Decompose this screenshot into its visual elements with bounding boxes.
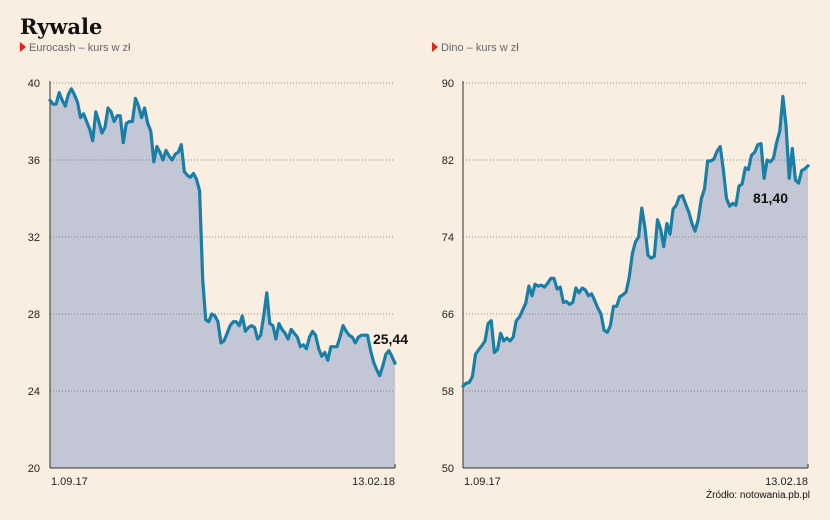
eurocash-y-tick-label: 40 bbox=[28, 78, 40, 90]
eurocash-y-tick-label: 36 bbox=[28, 155, 40, 167]
dino-x-tick-label-end: 13.02.18 bbox=[765, 476, 808, 488]
eurocash-x-tick-label-end: 13.02.18 bbox=[352, 476, 395, 488]
dino-y-tick-label: 74 bbox=[442, 232, 454, 244]
chart2-subtitle-text: Dino – kurs w zł bbox=[441, 42, 519, 54]
page-title: Rywale bbox=[20, 14, 103, 39]
triangle-marker-icon bbox=[432, 42, 438, 52]
chart1-subtitle-text: Eurocash – kurs w zł bbox=[29, 42, 131, 54]
eurocash-y-tick-label: 28 bbox=[28, 309, 40, 321]
eurocash-y-tick-label: 32 bbox=[28, 232, 40, 244]
eurocash-y-tick-label: 24 bbox=[28, 386, 40, 398]
chart1-subtitle: Eurocash – kurs w zł bbox=[20, 42, 130, 54]
chart2-subtitle: Dino – kurs w zł bbox=[432, 42, 519, 54]
dino-y-tick-label: 50 bbox=[442, 463, 454, 475]
dino-y-tick-label: 58 bbox=[442, 386, 454, 398]
eurocash-x-tick-label-start: 1.09.17 bbox=[51, 476, 88, 488]
chart-eurocash: 20 24 28 32 36 40 1.09.17 13.02.18 25,44 bbox=[28, 78, 408, 488]
dino-series-line bbox=[461, 94, 810, 388]
source-note: Źródło: notowania.pb.pl bbox=[706, 490, 810, 501]
dino-y-tick-label: 90 bbox=[442, 78, 454, 90]
eurocash-y-tick-label: 20 bbox=[28, 463, 40, 475]
chart-dino: 50 58 66 74 82 90 1.09.17 13.02.18 81,40 bbox=[442, 78, 810, 488]
dino-x-tick-label-start: 1.09.17 bbox=[464, 476, 501, 488]
eurocash-last-value-label: 25,44 bbox=[373, 331, 408, 347]
dino-y-tick-label: 82 bbox=[442, 155, 454, 167]
triangle-marker-icon bbox=[20, 42, 26, 52]
eurocash-area bbox=[50, 88, 395, 469]
dino-last-value-label: 81,40 bbox=[753, 190, 788, 206]
eurocash-series-line bbox=[48, 87, 397, 378]
dino-area bbox=[463, 96, 808, 468]
dino-y-tick-label: 66 bbox=[442, 309, 454, 321]
